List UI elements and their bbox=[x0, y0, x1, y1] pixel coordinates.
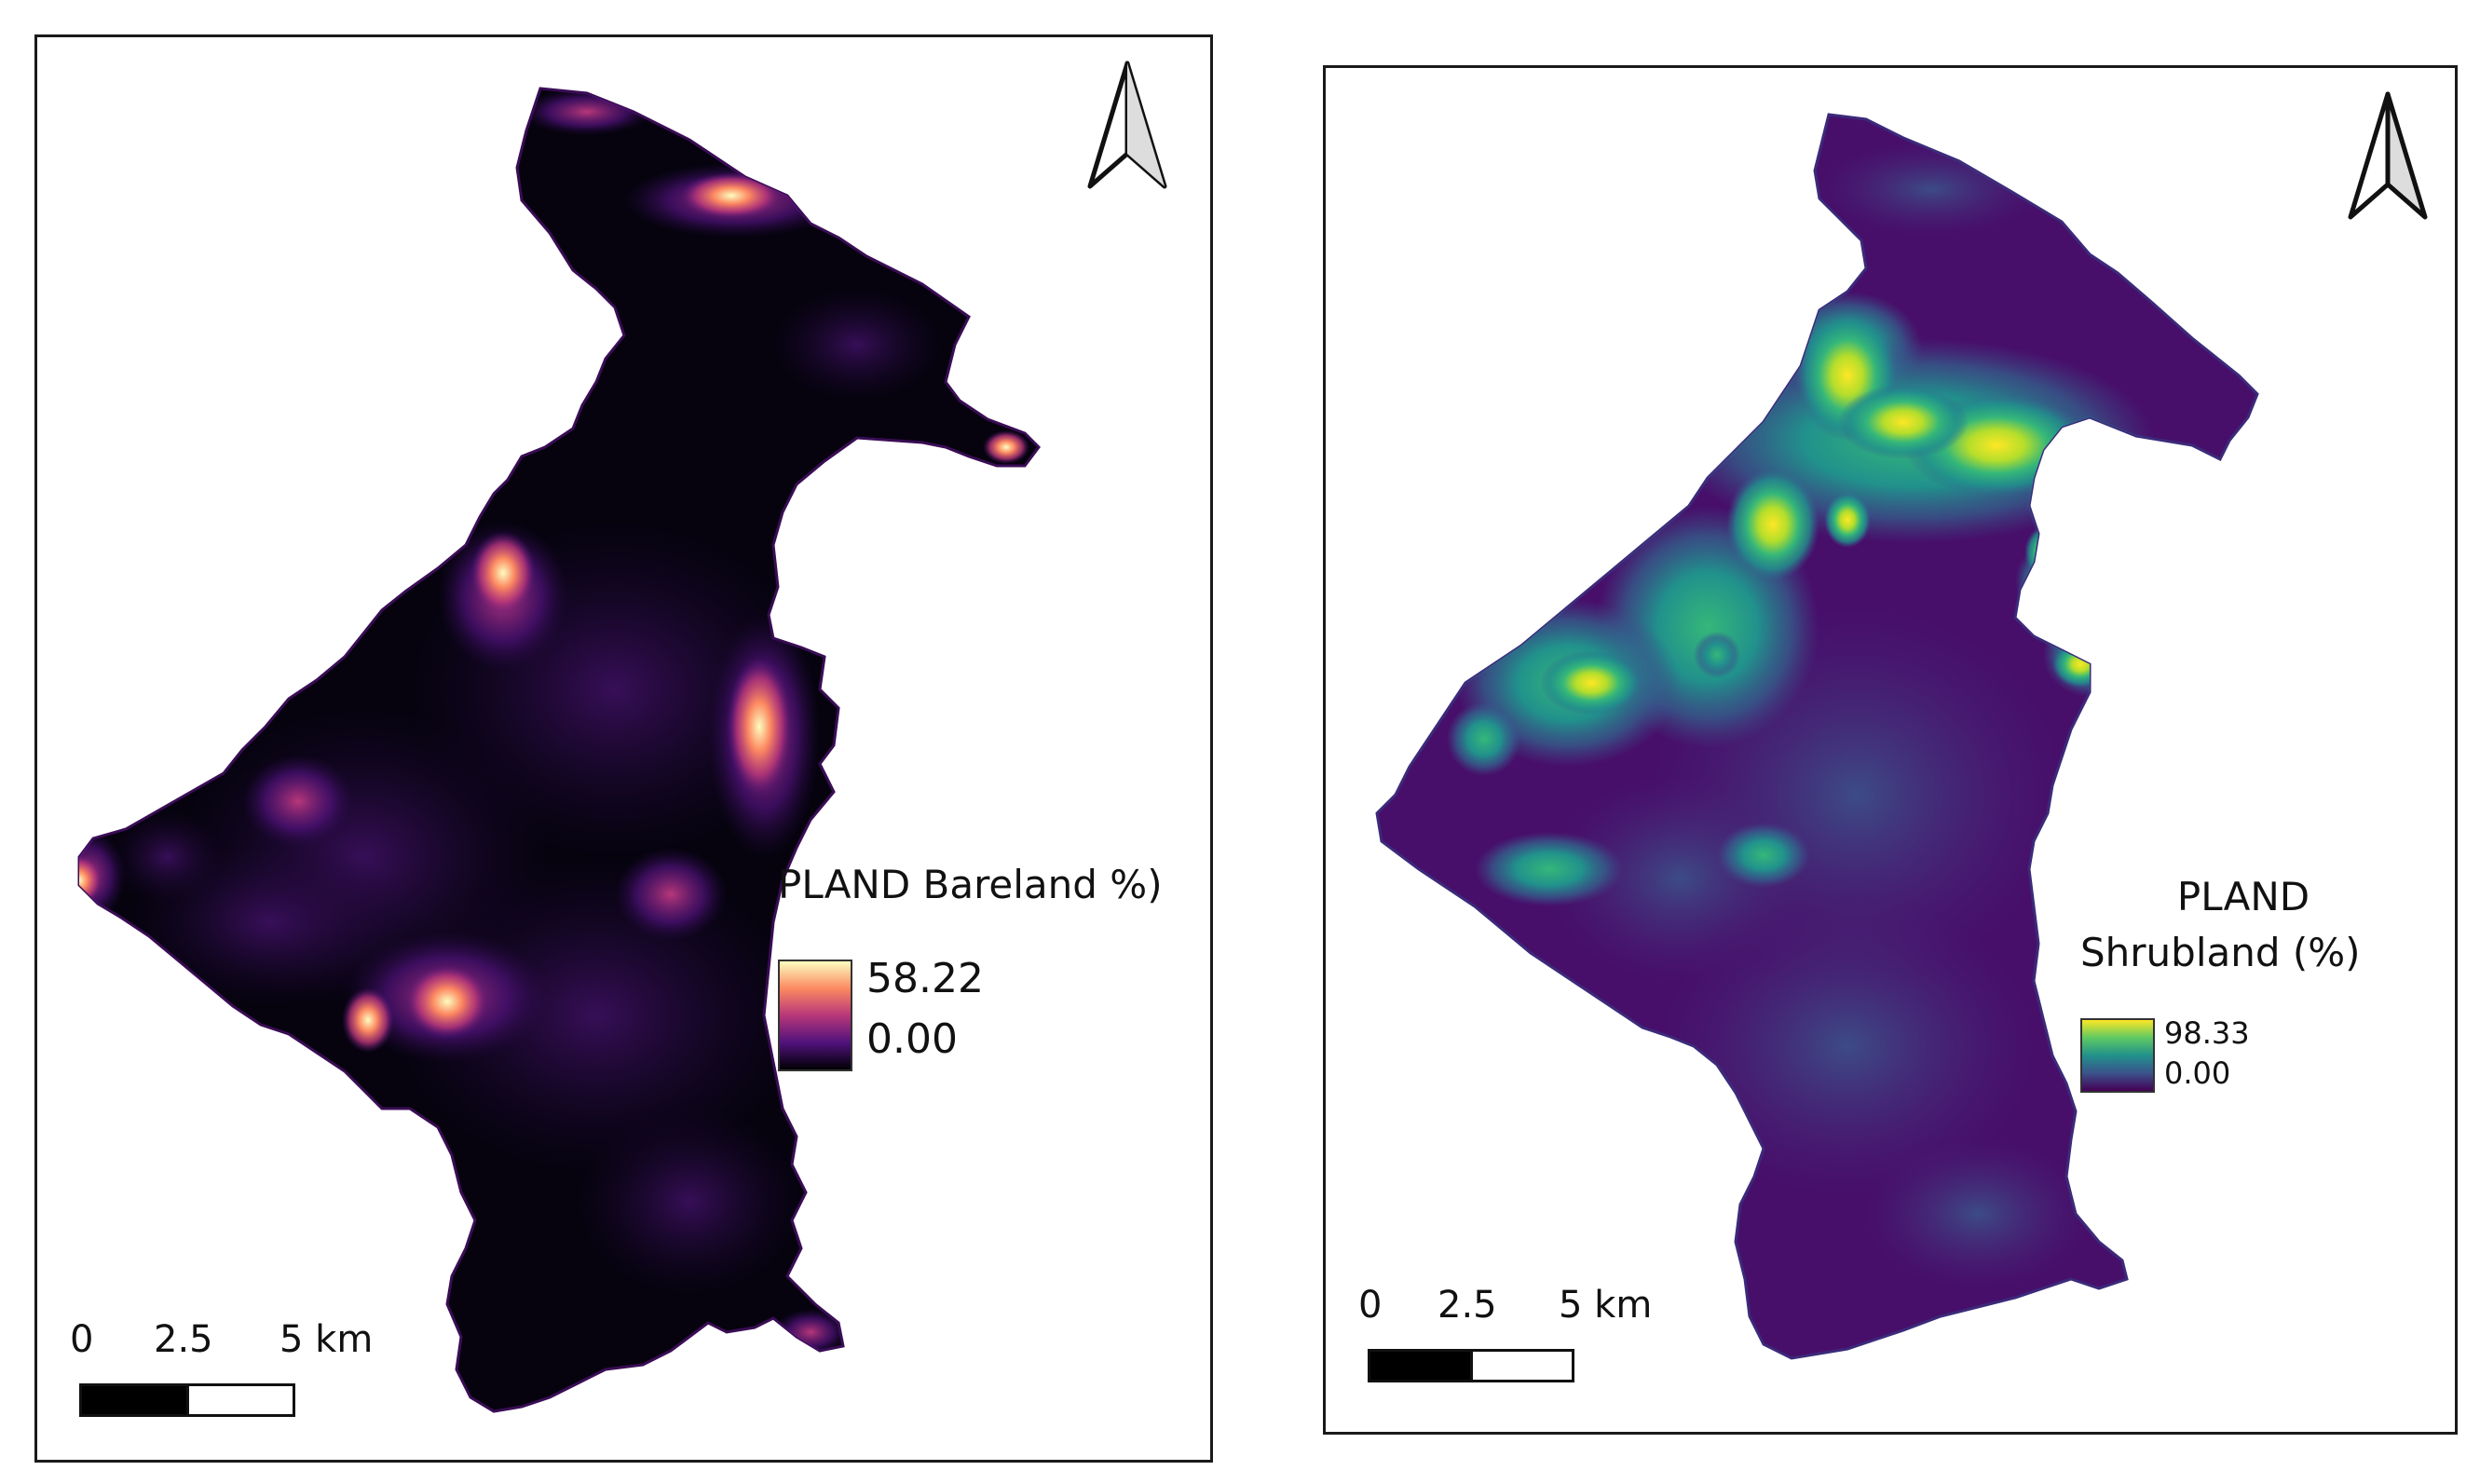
north-arrow-icon bbox=[2348, 91, 2428, 220]
legend-max-value: 58.22 bbox=[866, 955, 984, 1002]
scale-bar-black-segment bbox=[82, 1386, 186, 1414]
scale-bar bbox=[79, 1383, 295, 1417]
legend-title-line1: PLAND bbox=[2176, 874, 2310, 919]
scale-bar-black-segment bbox=[1370, 1352, 1470, 1380]
scale-label-0: 0 bbox=[70, 1318, 94, 1361]
legend-min-value: 0.00 bbox=[2164, 1055, 2231, 1091]
shrubland-map bbox=[1375, 113, 2259, 1360]
scale-label-5km: 5 km bbox=[279, 1318, 374, 1361]
bareland-map bbox=[77, 87, 1041, 1413]
scale-bar-white-segment bbox=[1469, 1352, 1572, 1380]
scale-bar-white-segment bbox=[185, 1386, 293, 1414]
north-arrow-icon bbox=[1087, 61, 1167, 189]
scale-label-2-5: 2.5 bbox=[1438, 1284, 1497, 1327]
legend-color-ramp bbox=[778, 960, 852, 1071]
map-panel-bareland: PLAND Bareland %) 58.22 0.00 0 2.5 5 km bbox=[34, 34, 1213, 1463]
map-panel-shrubland: PLAND Shrubland (%) 98.33 0.00 0 2.5 5 k… bbox=[1323, 65, 2458, 1435]
scale-label-0: 0 bbox=[1358, 1284, 1383, 1327]
scale-label-5km: 5 km bbox=[1559, 1284, 1653, 1327]
legend-max-value: 98.33 bbox=[2164, 1015, 2250, 1051]
scale-bar bbox=[1368, 1349, 1574, 1382]
legend-min-value: 0.00 bbox=[866, 1015, 958, 1063]
scale-label-2-5: 2.5 bbox=[154, 1318, 213, 1361]
legend-title: PLAND Bareland %) bbox=[778, 862, 1163, 907]
legend-color-ramp bbox=[2080, 1018, 2155, 1093]
legend-title-line2: Shrubland (%) bbox=[2080, 930, 2361, 975]
